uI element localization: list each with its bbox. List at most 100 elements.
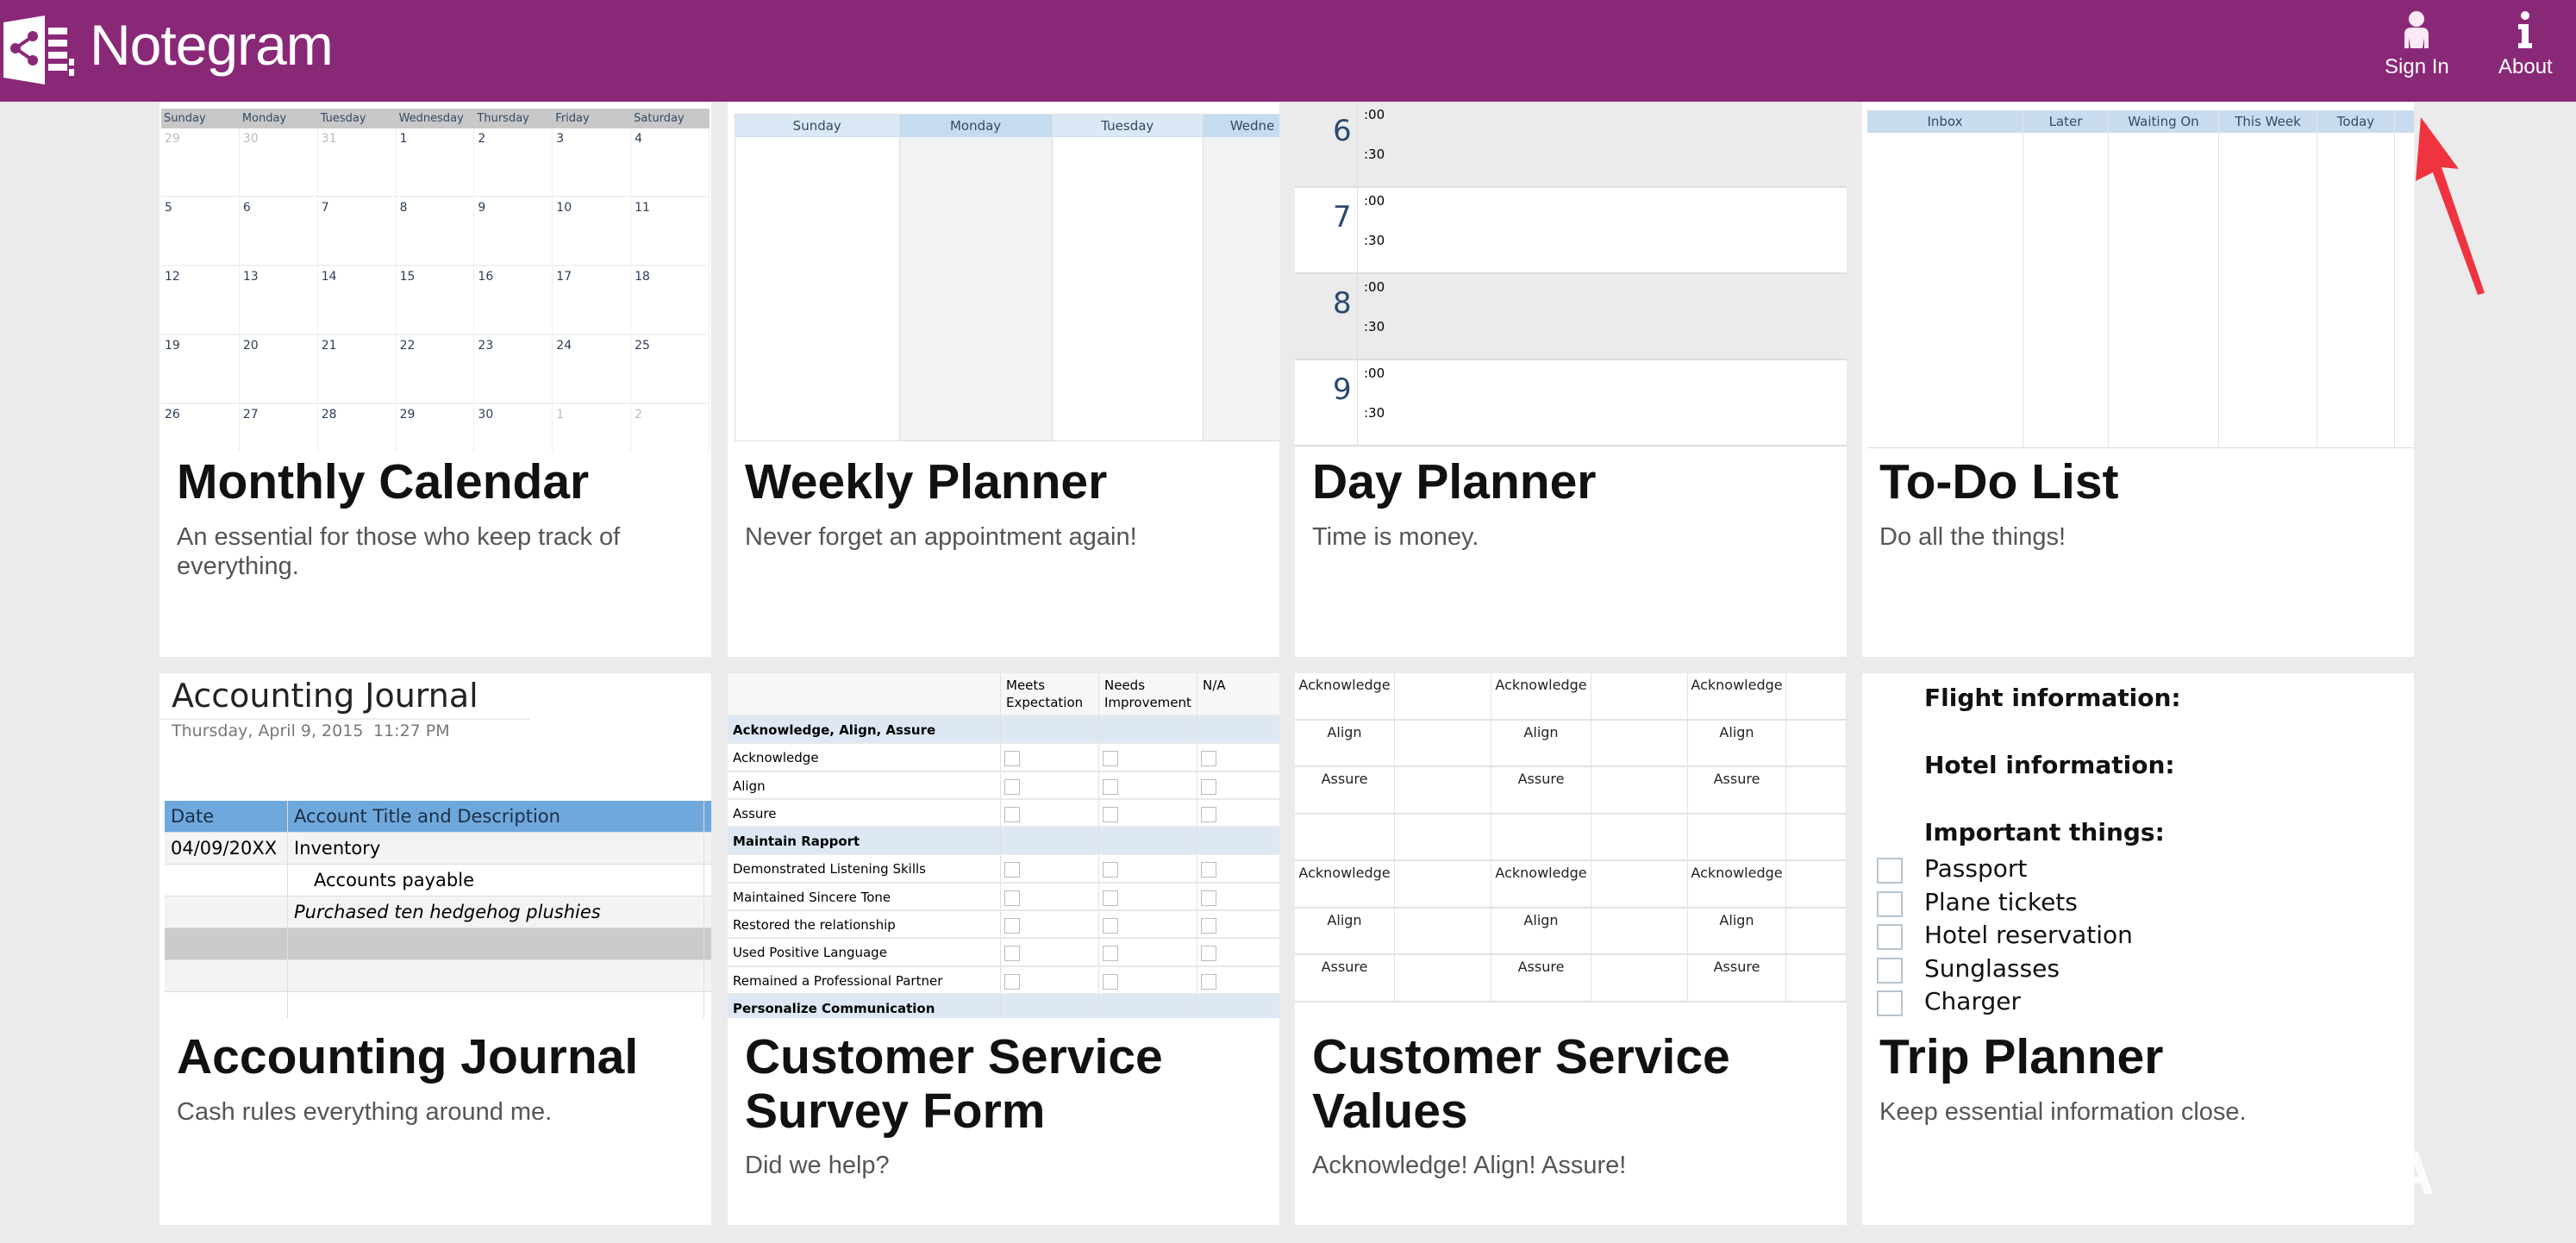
- calendar-date-cell[interactable]: 22: [396, 335, 475, 404]
- survey-checkbox[interactable]: [1103, 862, 1118, 878]
- calendar-date-cell[interactable]: 6: [239, 197, 318, 266]
- journal-row[interactable]: Accounts payable: [165, 865, 711, 896]
- survey-checkbox[interactable]: [1103, 918, 1118, 934]
- weekly-day-column[interactable]: Tuesday: [1052, 115, 1204, 440]
- template-card-day-planner[interactable]: 6:00:30 7:00:30 8:00:30 9:00:30 Day Planner…: [1295, 102, 1847, 657]
- template-card-trip-planner[interactable]: Flight information: Hotel information: I…: [1862, 673, 2414, 1225]
- todo-column[interactable]: [2395, 110, 2414, 447]
- calendar-date-cell[interactable]: 29: [161, 128, 240, 197]
- trip-item-checkbox[interactable]: [1877, 957, 1903, 984]
- survey-checkbox[interactable]: [1103, 751, 1118, 767]
- journal-row[interactable]: [165, 928, 711, 960]
- survey-checkbox[interactable]: [1004, 890, 1020, 906]
- hour-block[interactable]: 7:00:30: [1295, 188, 1847, 274]
- minute-label: :30: [1364, 405, 1385, 421]
- todo-column[interactable]: Today: [2317, 110, 2395, 447]
- todo-column[interactable]: Inbox: [1867, 110, 2023, 447]
- calendar-date-cell[interactable]: 15: [396, 266, 475, 335]
- calendar-date-cell[interactable]: 7: [317, 197, 397, 266]
- hour-block[interactable]: 9:00:30: [1295, 360, 1847, 447]
- calendar-date-cell[interactable]: 17: [553, 266, 632, 335]
- survey-checkbox[interactable]: [1004, 778, 1020, 795]
- trip-item-checkbox[interactable]: [1877, 890, 1903, 917]
- values-cell: [1688, 814, 1786, 859]
- calendar-date-cell[interactable]: 26: [161, 404, 240, 452]
- survey-checkbox[interactable]: [1004, 806, 1020, 822]
- template-card-todo-list[interactable]: Inbox Later Waiting On This Week Today To-Do…: [1862, 102, 2414, 657]
- calendar-date-cell[interactable]: 10: [553, 197, 632, 266]
- calendar-date-cell[interactable]: 3: [553, 128, 632, 197]
- survey-checkbox[interactable]: [1201, 946, 1216, 962]
- template-card-monthly-calendar[interactable]: Sunday Monday Tuesday Wednesday Thursday Frid…: [159, 102, 711, 657]
- survey-checkbox[interactable]: [1004, 973, 1020, 990]
- survey-checkbox[interactable]: [1201, 918, 1216, 934]
- survey-checkbox[interactable]: [1004, 751, 1020, 767]
- calendar-date-cell[interactable]: 16: [474, 266, 553, 335]
- template-card-accounting-journal[interactable]: Accounting Journal Thursday, April 9, 20…: [159, 673, 711, 1225]
- survey-checkbox[interactable]: [1004, 918, 1020, 934]
- survey-checkbox[interactable]: [1201, 973, 1216, 990]
- journal-row[interactable]: [165, 960, 711, 992]
- survey-checkbox[interactable]: [1103, 946, 1118, 962]
- calendar-date-cell[interactable]: 2: [474, 128, 553, 197]
- hour-block[interactable]: 8:00:30: [1295, 274, 1847, 360]
- survey-checkbox[interactable]: [1201, 751, 1216, 767]
- trip-item-checkbox[interactable]: [1877, 990, 1903, 1016]
- minute-label: :00: [1364, 107, 1385, 122]
- calendar-date-cell[interactable]: 24: [553, 335, 632, 404]
- todo-column[interactable]: Later: [2023, 110, 2109, 447]
- calendar-date-cell[interactable]: 23: [474, 335, 553, 404]
- sign-in-button[interactable]: Sign In: [2385, 10, 2449, 79]
- survey-checkbox[interactable]: [1103, 890, 1118, 906]
- calendar-date-cell[interactable]: 14: [317, 266, 397, 335]
- survey-checkbox[interactable]: [1004, 862, 1020, 878]
- journal-row[interactable]: Purchased ten hedgehog plushies: [165, 896, 711, 928]
- calendar-date-cell[interactable]: 4: [631, 128, 710, 197]
- calendar-date-cell[interactable]: 5: [161, 197, 240, 266]
- calendar-date-cell[interactable]: 19: [161, 335, 240, 404]
- template-card-weekly-planner[interactable]: Sunday Monday Tuesday Wedne Weekly Planner …: [728, 102, 1279, 657]
- calendar-date-cell[interactable]: 12: [161, 266, 240, 335]
- template-card-customer-service-survey-form[interactable]: Meets Expectation Needs Improvement N/A Ack…: [728, 673, 1279, 1225]
- template-card-customer-service-values[interactable]: Acknowledge Acknowledge Acknowledge Align Al…: [1295, 673, 1847, 1225]
- survey-checkbox[interactable]: [1004, 946, 1020, 962]
- calendar-date-cell[interactable]: 30: [474, 404, 553, 452]
- brand-name[interactable]: Notegram: [90, 13, 334, 77]
- survey-checkbox[interactable]: [1201, 862, 1216, 878]
- calendar-date-cell[interactable]: 29: [397, 404, 475, 452]
- survey-checkbox[interactable]: [1103, 973, 1118, 990]
- journal-row[interactable]: [165, 992, 711, 1018]
- calendar-date-cell[interactable]: 18: [631, 266, 710, 335]
- hour-block[interactable]: 6:00:30: [1295, 102, 1847, 188]
- survey-checkbox[interactable]: [1103, 806, 1118, 822]
- survey-checkbox[interactable]: [1103, 778, 1118, 795]
- calendar-date-cell[interactable]: 11: [631, 197, 710, 266]
- calendar-date-cell[interactable]: 1: [553, 404, 632, 452]
- calendar-date-cell[interactable]: 21: [317, 335, 397, 404]
- calendar-date-cell[interactable]: 30: [239, 128, 318, 197]
- survey-checkbox[interactable]: [1201, 890, 1216, 906]
- survey-checkbox[interactable]: [1201, 778, 1216, 795]
- trip-item-checkbox[interactable]: [1877, 924, 1903, 950]
- journal-row[interactable]: 04/09/20XX Inventory: [165, 833, 711, 865]
- calendar-date-cell[interactable]: 2: [631, 404, 710, 452]
- todo-column[interactable]: Waiting On: [2109, 110, 2219, 447]
- weekly-day-header: Sunday: [735, 115, 899, 137]
- about-button[interactable]: About: [2498, 10, 2553, 79]
- weekly-day-column[interactable]: Wedne: [1203, 115, 1279, 440]
- calendar-date-cell[interactable]: 25: [631, 335, 710, 404]
- trip-item-checkbox[interactable]: [1877, 858, 1903, 884]
- survey-checkbox[interactable]: [1201, 806, 1216, 822]
- calendar-date-cell[interactable]: 9: [474, 197, 553, 266]
- calendar-date-cell[interactable]: 28: [318, 404, 397, 452]
- calendar-date-cell[interactable]: 27: [240, 404, 318, 452]
- calendar-date-cell[interactable]: 20: [239, 335, 318, 404]
- weekly-day-column[interactable]: Monday: [899, 115, 1053, 440]
- weekly-day-column[interactable]: Sunday: [735, 115, 900, 440]
- values-cell: [1395, 767, 1491, 813]
- calendar-date-cell[interactable]: 8: [396, 197, 475, 266]
- calendar-date-cell[interactable]: 1: [396, 128, 475, 197]
- calendar-date-cell[interactable]: 13: [239, 266, 318, 335]
- todo-column[interactable]: This Week: [2219, 110, 2317, 447]
- calendar-date-cell[interactable]: 31: [317, 128, 397, 197]
